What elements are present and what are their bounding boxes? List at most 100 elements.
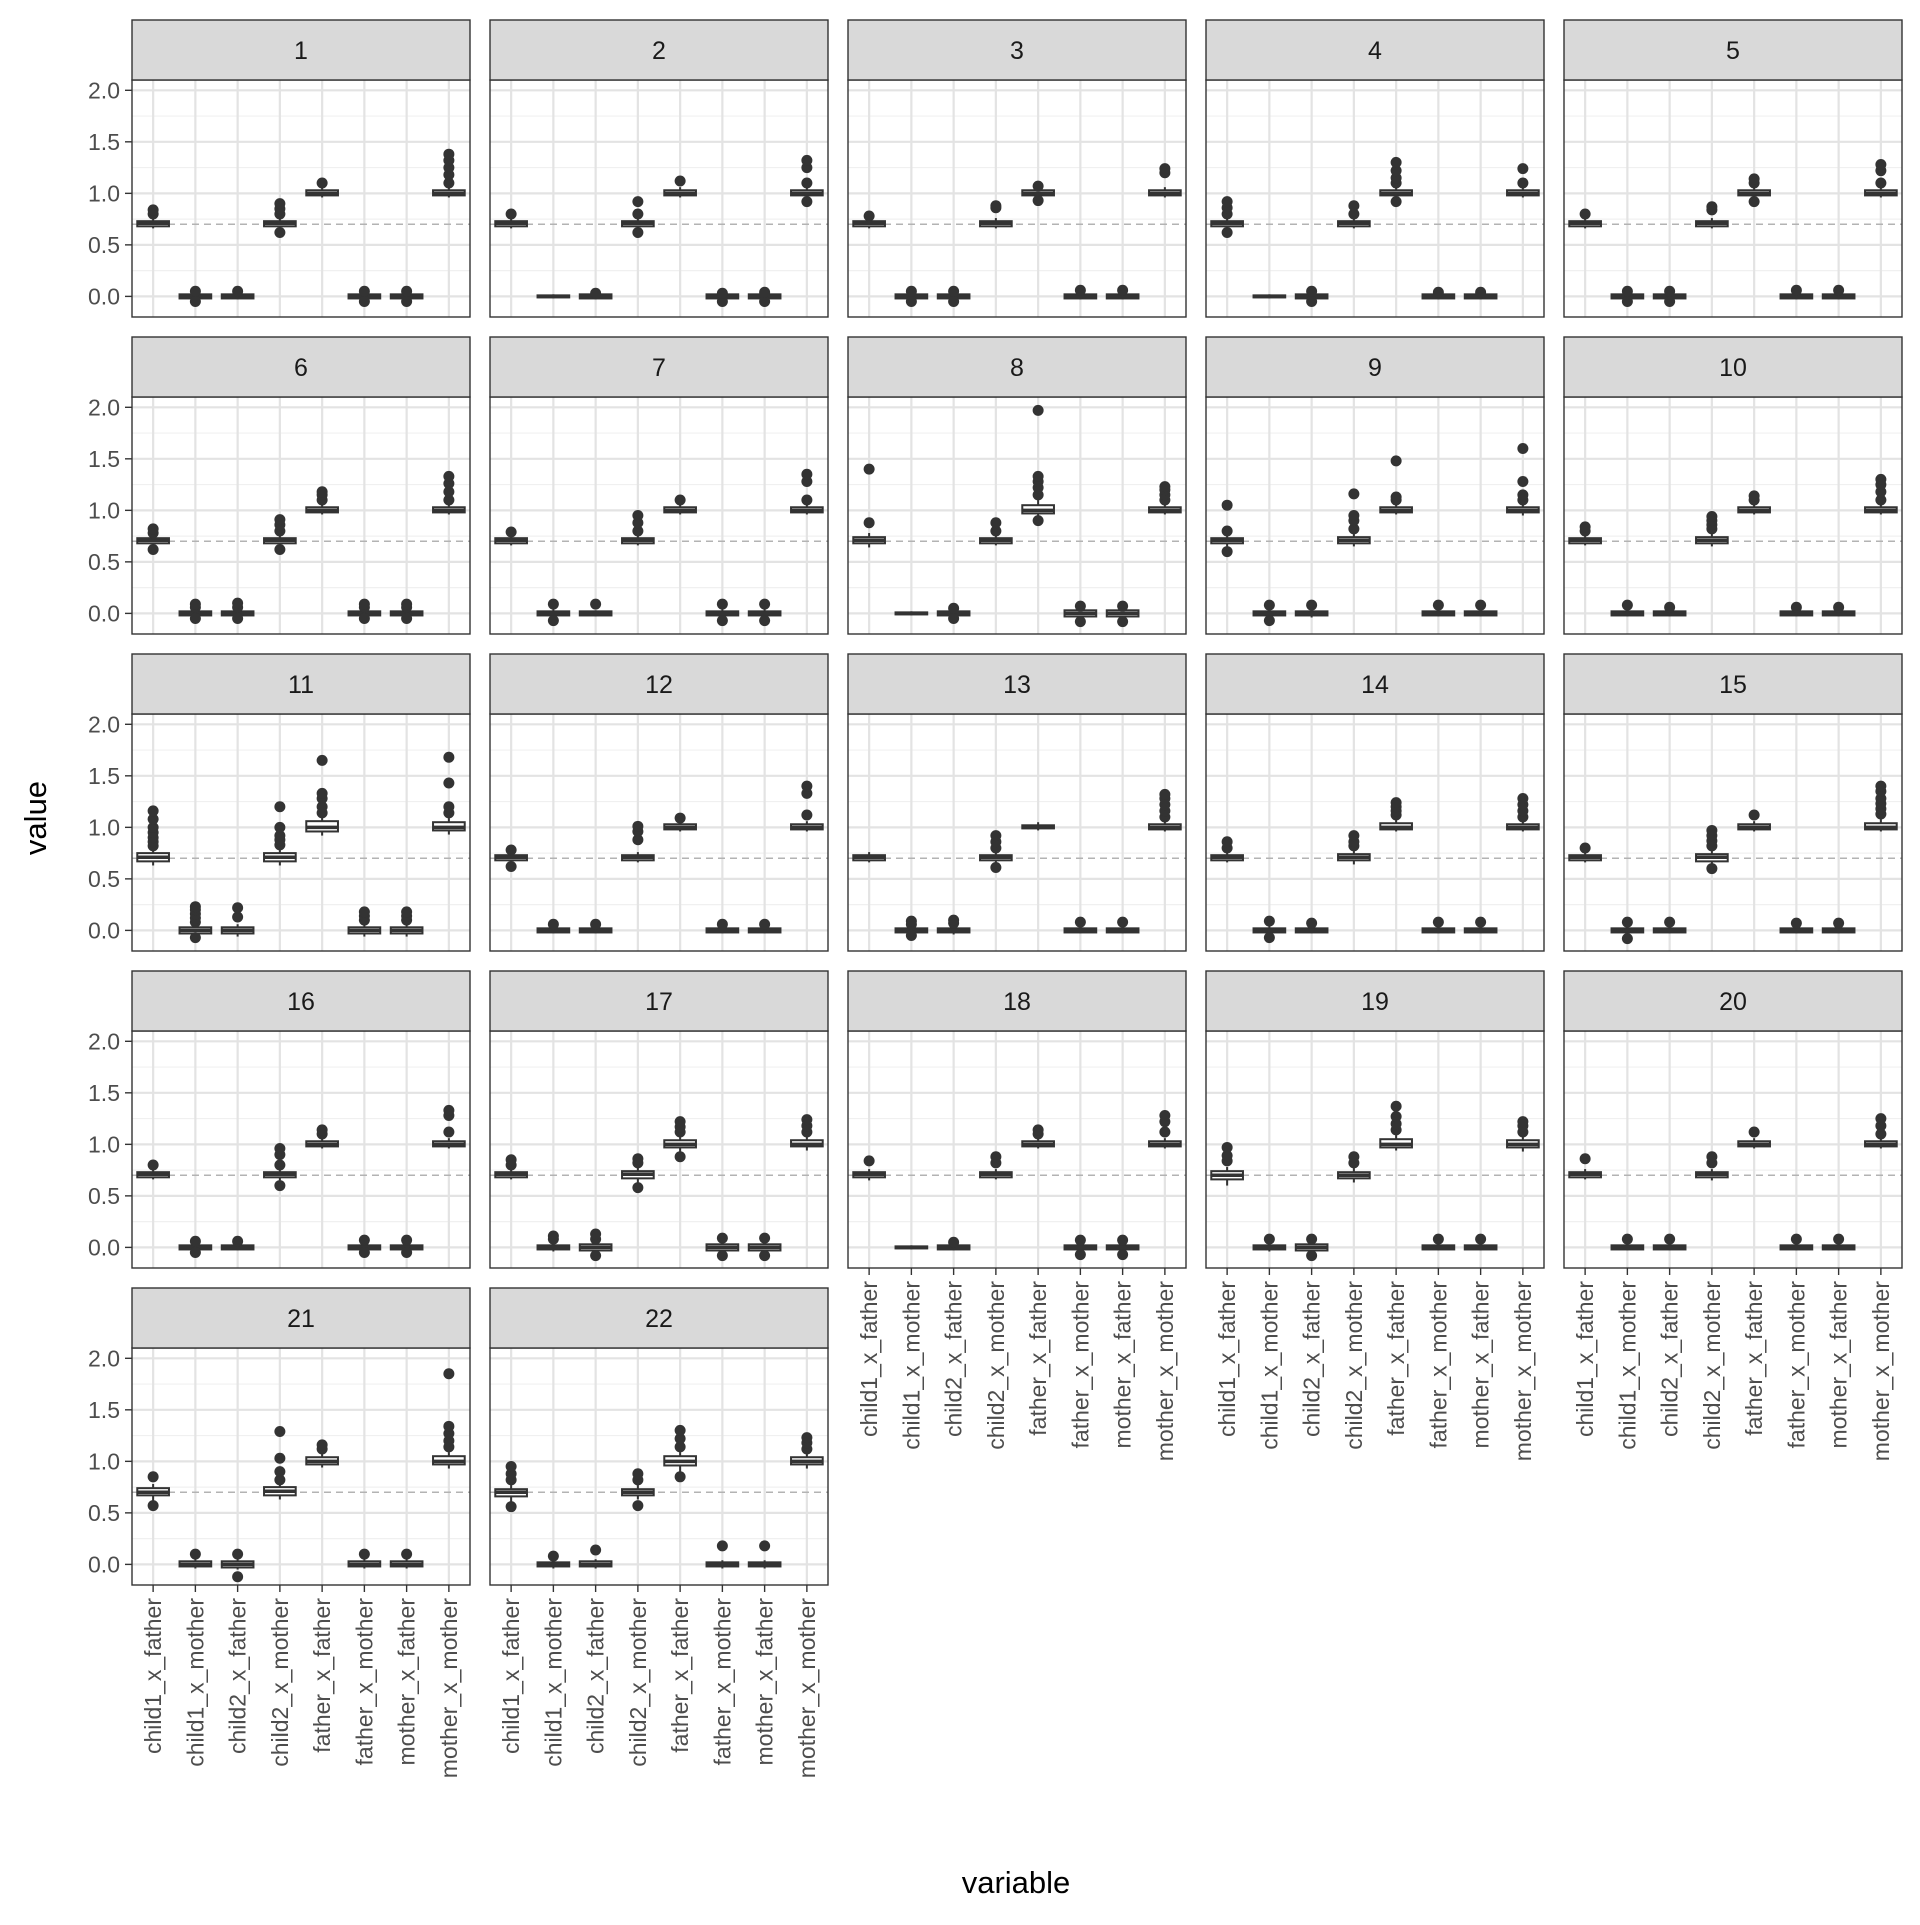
box-child2_x_mother: [1337, 200, 1371, 229]
box-father_x_father: [1021, 822, 1055, 831]
facet-panel-20: 20 child1_x_father child1_x_mother child2_x…: [1563, 970, 1903, 1461]
box-child2_x_mother: [1337, 1151, 1371, 1183]
outlier-point: [316, 801, 328, 813]
outlier-point: [147, 204, 159, 216]
x-tick-label: mother_x_father: [1468, 1281, 1494, 1449]
facet-strip: [847, 653, 1187, 715]
box-mother_x_father: [747, 598, 782, 627]
outlier-point: [1621, 296, 1633, 308]
box-mother_x_father: [747, 286, 782, 308]
outlier-point: [1706, 201, 1718, 213]
outlier-point: [759, 615, 771, 627]
outlier-point: [1432, 1233, 1444, 1245]
outlier-point: [1475, 916, 1487, 928]
box-mother_x_father: [1821, 1233, 1856, 1251]
box-mother_x_father: [1105, 916, 1140, 934]
box-father_x_mother: [705, 598, 740, 627]
outlier-point: [1074, 284, 1086, 296]
outlier-point: [801, 809, 813, 821]
box-child1_x_mother: [1610, 916, 1645, 945]
box-child1_x_mother: [1610, 285, 1645, 308]
facet-strip: [1205, 970, 1545, 1032]
box-father_x_father: [1737, 490, 1771, 515]
panel-background: [848, 397, 1186, 634]
outlier-point: [547, 1550, 559, 1562]
facet-strip-label: 12: [645, 671, 673, 699]
outlier-point: [990, 525, 1002, 537]
outlier-point: [863, 463, 875, 475]
box-child2_x_father: [220, 902, 255, 937]
outlier-point: [1117, 1249, 1129, 1261]
outlier-point: [1348, 488, 1360, 500]
outlier-point: [948, 296, 960, 308]
panel-background: [848, 80, 1186, 317]
outlier-point: [316, 177, 328, 189]
outlier-point: [632, 208, 644, 220]
box-child1_x_mother: [1610, 1233, 1645, 1251]
outlier-point: [274, 227, 286, 239]
outlier-point: [716, 918, 728, 930]
box-mother_x_mother: [1148, 163, 1182, 198]
outlier-point: [1074, 616, 1086, 628]
box-father_x_father: [663, 1116, 697, 1163]
outlier-point: [1348, 200, 1360, 212]
outlier-point: [948, 613, 960, 625]
y-tick-label: 0.0: [88, 1234, 120, 1260]
outlier-point: [274, 1142, 286, 1154]
box-child2_x_father: [1294, 599, 1329, 618]
x-axis-title: variable: [962, 1865, 1071, 1900]
outlier-point: [189, 1548, 201, 1560]
box-child1_x_father: [1210, 499, 1244, 558]
box-child2_x_mother: [1337, 488, 1371, 547]
box-child2_x_father: [220, 1548, 255, 1583]
facet-strip-label: 5: [1726, 37, 1740, 65]
outlier-point: [505, 1461, 517, 1472]
box-child2_x_father: [1652, 601, 1687, 617]
outlier-point: [1221, 196, 1233, 208]
outlier-point: [759, 598, 771, 610]
facet-strip: [847, 336, 1187, 398]
box-mother_x_mother: [790, 154, 824, 208]
outlier-point: [274, 830, 286, 842]
y-tick-label: 1.0: [88, 180, 120, 206]
y-tick-label: 2.0: [88, 1345, 120, 1371]
outlier-point: [316, 787, 328, 799]
y-tick-label: 0.0: [88, 283, 120, 309]
outlier-point: [147, 1500, 159, 1512]
box-mother_x_mother: [1148, 481, 1182, 515]
box-mother_x_mother: [790, 1432, 824, 1469]
box-father_x_mother: [347, 906, 382, 937]
box-child1_x_mother: [894, 1245, 929, 1250]
outlier-point: [1306, 285, 1318, 297]
outlier-point: [1748, 196, 1760, 208]
facet-strip-label: 15: [1719, 671, 1747, 699]
outlier-point: [1074, 1234, 1086, 1246]
y-tick-label: 1.0: [88, 1131, 120, 1157]
outlier-point: [590, 287, 602, 299]
facet-strip-label: 4: [1368, 37, 1382, 65]
outlier-point: [905, 285, 917, 297]
outlier-point: [1263, 932, 1275, 944]
panel-background: [1206, 714, 1544, 951]
outlier-point: [358, 613, 370, 625]
facet-panel-21: 21 0.0 0.5 1.0 1.5 2.0 child1_x_father child1_x…: [88, 1287, 471, 1778]
outlier-point: [358, 598, 370, 610]
box-mother_x_mother: [1148, 788, 1182, 832]
facet-strip: [489, 1287, 829, 1349]
box-father_x_mother: [1779, 284, 1814, 300]
box-father_x_mother: [1063, 1234, 1098, 1261]
box-father_x_father: [1737, 173, 1771, 208]
box-child1_x_father: [494, 526, 528, 546]
outlier-point: [1621, 285, 1633, 297]
facet-strip-label: 7: [652, 354, 666, 382]
outlier-point: [1748, 173, 1760, 185]
box-child1_x_father: [852, 463, 886, 548]
facet-strip-label: 21: [287, 1305, 315, 1333]
panel-background: [132, 714, 470, 951]
outlier-point: [1432, 599, 1444, 611]
outlier-point: [443, 494, 455, 506]
box-mother_x_mother: [790, 1114, 824, 1151]
outlier-point: [1117, 284, 1129, 296]
panel-background: [848, 1031, 1186, 1268]
box-child1_x_mother: [536, 598, 571, 627]
